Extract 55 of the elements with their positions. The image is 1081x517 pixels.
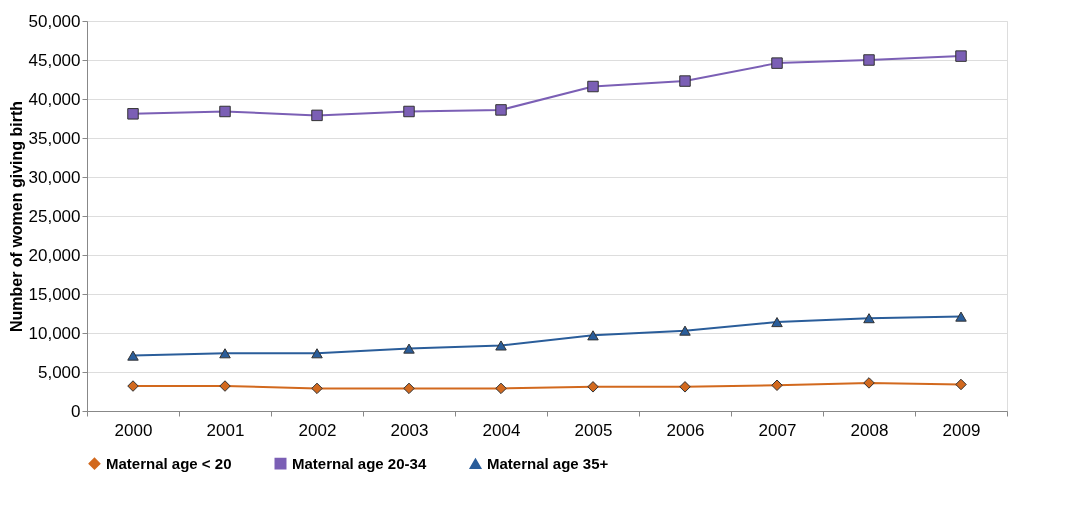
- point: [403, 343, 415, 354]
- point: [403, 105, 415, 118]
- y-tick-label: 0: [71, 401, 81, 421]
- point: [219, 105, 231, 118]
- point: [311, 348, 323, 359]
- point: [679, 381, 691, 393]
- point: [863, 54, 875, 66]
- point: [127, 108, 139, 120]
- y-tick-label: 45,000: [28, 50, 81, 70]
- point: [495, 340, 507, 351]
- x-tick-label: 2009: [942, 420, 981, 440]
- point: [679, 325, 691, 336]
- x-tick-label: 2002: [298, 420, 337, 440]
- point: [771, 57, 783, 69]
- y-tick-label: 30,000: [28, 167, 81, 187]
- x-tick-label: 2000: [114, 420, 153, 440]
- point: [127, 350, 139, 361]
- x-tick-label: 2008: [850, 420, 889, 440]
- point: [955, 378, 967, 391]
- y-axis-title: Number of women giving birth: [7, 100, 25, 333]
- point: [679, 75, 691, 87]
- point: [771, 317, 783, 328]
- point: [587, 80, 599, 93]
- y-tick-label: 15,000: [28, 284, 81, 304]
- point: [771, 379, 783, 391]
- point: [127, 380, 139, 392]
- y-tick-label: 10,000: [28, 323, 81, 343]
- x-tick-label: 2006: [666, 420, 705, 440]
- y-tick-label: 20,000: [28, 245, 81, 265]
- legend-label: Maternal age < 20: [106, 454, 232, 472]
- point: [955, 311, 967, 322]
- point: [495, 382, 507, 395]
- x-tick-label: 2004: [482, 420, 521, 440]
- point: [219, 348, 231, 359]
- y-tick-label: 35,000: [28, 128, 81, 148]
- point: [311, 109, 323, 122]
- legend-label: Maternal age 20-34: [292, 454, 427, 472]
- legend-label: Maternal age 35+: [487, 454, 609, 472]
- point: [587, 381, 599, 393]
- point: [863, 313, 875, 324]
- point: [587, 330, 599, 341]
- point: [495, 104, 507, 116]
- y-tick-label: 5,000: [37, 362, 81, 382]
- point: [403, 382, 415, 395]
- point: [219, 380, 231, 392]
- x-tick-label: 2007: [758, 420, 797, 440]
- y-tick-label: 25,000: [28, 206, 81, 226]
- point: [955, 50, 967, 62]
- y-tick-label: 40,000: [28, 89, 81, 109]
- y-tick-label: 50,000: [28, 11, 81, 31]
- point: [863, 377, 875, 389]
- x-tick-label: 2003: [390, 420, 429, 440]
- x-tick-label: 2001: [206, 420, 245, 440]
- point: [311, 382, 323, 395]
- x-tick-label: 2005: [574, 420, 613, 440]
